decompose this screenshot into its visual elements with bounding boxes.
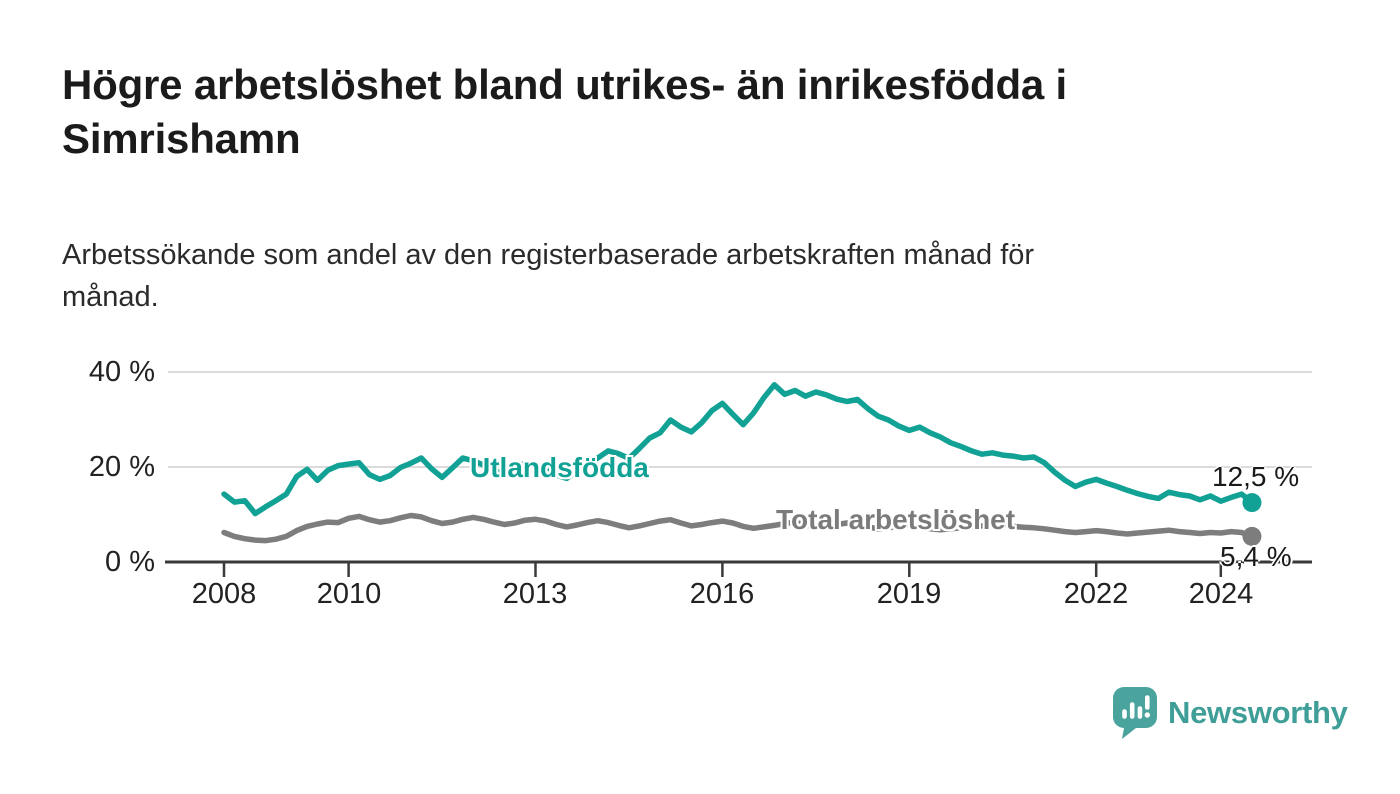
x-axis-label-2010: 2010 — [316, 578, 382, 610]
title-line-1: Högre arbetslöshet bland utrikes- än inr… — [62, 61, 1068, 108]
x-axis-label-2019: 2019 — [876, 578, 942, 610]
title-line-2: Simrishamn — [62, 115, 301, 162]
end-value-utlandsfodda: 12,5 % — [1212, 461, 1300, 492]
brand-logo[interactable]: Newsworthy — [1112, 686, 1348, 740]
subtitle-line-2: månad. — [62, 281, 159, 313]
series-label-total-arbetsloshet: Total arbetslöshet — [776, 504, 1016, 535]
y-axis-label-20: 20 % — [88, 451, 155, 483]
x-axis-label-2013: 2013 — [502, 578, 568, 610]
newsworthy-bubble-icon — [1113, 687, 1157, 739]
x-axis-label-2024: 2024 — [1188, 578, 1254, 610]
x-axis-label-2016: 2016 — [689, 578, 755, 610]
chart-subtitle: Arbetssökande som andel av den registerb… — [62, 234, 1302, 318]
x-axis-label-2022: 2022 — [1063, 578, 1129, 610]
y-axis-label-40: 40 % — [88, 356, 155, 388]
end-value-total: 5,4 % — [1220, 541, 1292, 572]
page-title: Högre arbetslöshet bland utrikes- än inr… — [62, 58, 1362, 166]
subtitle-line-1: Arbetssökande som andel av den registerb… — [62, 239, 1035, 271]
series-label-utlandsfodda: Utlandsfödda — [470, 452, 649, 483]
x-axis-label-2008: 2008 — [191, 578, 257, 610]
y-axis-label-0: 0 % — [105, 546, 155, 578]
brand-name: Newsworthy — [1168, 695, 1348, 730]
